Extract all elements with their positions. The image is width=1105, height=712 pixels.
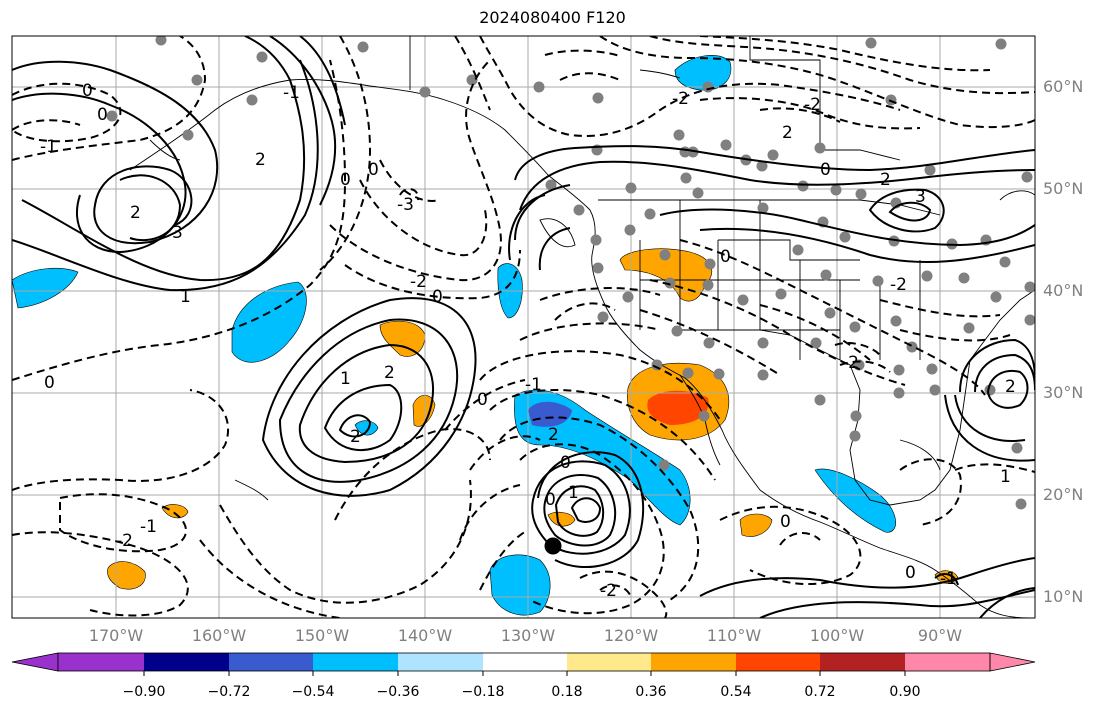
colorbar-tick-label: −0.54 — [291, 684, 335, 700]
pos-anomaly-blob — [107, 561, 146, 590]
neg-anomaly-blob — [354, 420, 379, 436]
colorbar-tick-label: 0.36 — [635, 684, 667, 700]
contour-label: 0 — [432, 287, 443, 307]
contour-label: 1 — [340, 369, 351, 389]
contour-label: -1 — [40, 137, 57, 157]
solid-contours — [12, 36, 1035, 618]
contour-label: 2 — [350, 427, 361, 447]
contour-label: -2 — [804, 95, 821, 115]
lon-label: 160°W — [191, 626, 247, 645]
lon-label: 90°W — [917, 626, 963, 645]
contour-label: -1 — [525, 375, 542, 395]
lon-label: 130°W — [500, 626, 556, 645]
colorbar-tick-label: 0.54 — [720, 684, 752, 700]
contour-label: 2 — [130, 203, 141, 223]
lat-label: 50°N — [1043, 179, 1084, 198]
colorbar-tick-label: −0.72 — [207, 684, 251, 700]
pos-anomaly-blob — [412, 394, 436, 427]
storm-center-marker — [544, 537, 562, 555]
map-frame — [11, 35, 1036, 619]
map-area — [12, 36, 1035, 618]
dashed-contours — [12, 36, 1035, 618]
contour-label: 2 — [548, 425, 559, 445]
contour-label: -2 — [116, 531, 133, 551]
contour-label: -2 — [672, 89, 689, 109]
lat-label: 10°N — [1043, 587, 1084, 606]
contour-label: -1 — [940, 569, 957, 589]
lon-label: 150°W — [294, 626, 350, 645]
colorbar-tick-label: −0.90 — [122, 684, 166, 700]
lat-label: 60°N — [1043, 77, 1084, 96]
contour-label: -2 — [410, 272, 427, 292]
contour-label: 3 — [915, 187, 926, 207]
contour-label: 3 — [172, 223, 183, 243]
contour-label: 0 — [340, 170, 351, 190]
colorbar-tick-label: −0.18 — [461, 684, 505, 700]
strong-pos-anomaly — [647, 390, 709, 425]
pos-anomaly-blob — [161, 504, 189, 519]
colorbar-tick-label: 0.90 — [889, 684, 921, 700]
colorbar-tick-label: −0.36 — [376, 684, 420, 700]
lat-label: 30°N — [1043, 383, 1084, 402]
contour-label: 0 — [97, 105, 108, 125]
map-title: 2024080400 F120 — [479, 8, 626, 27]
colorbar-tick-label: 0.72 — [804, 684, 836, 700]
contour-label: 2 — [880, 170, 891, 190]
contour-label: 0 — [477, 390, 488, 410]
contour-label: -2 — [890, 275, 907, 295]
contour-label: 0 — [905, 563, 916, 583]
contour-label: -1 — [283, 83, 300, 103]
contour-label: 0 — [545, 490, 556, 510]
coastlines — [129, 36, 1035, 618]
colorbar — [11, 652, 1036, 676]
contour-label: 0 — [820, 160, 831, 180]
pos-anomaly-blob — [739, 513, 773, 537]
contour-label: 1 — [180, 287, 191, 307]
neg-anomaly-blob — [12, 267, 79, 309]
contour-label: 0 — [368, 160, 379, 180]
lat-label: 40°N — [1043, 281, 1084, 300]
lon-label: 100°W — [809, 626, 865, 645]
lon-label: 170°W — [88, 626, 144, 645]
contour-label: 1 — [568, 483, 579, 503]
neg-anomaly-blob — [489, 554, 551, 616]
contour-label: -1 — [140, 517, 157, 537]
lon-label: 120°W — [603, 626, 659, 645]
neg-anomaly-blob — [814, 468, 896, 533]
lat-label: 20°N — [1043, 485, 1084, 504]
contour-label: 1 — [1000, 467, 1011, 487]
contour-label: 2 — [255, 150, 266, 170]
strong-neg-anomaly — [528, 401, 572, 427]
lon-label: 140°W — [397, 626, 453, 645]
contour-label: 2 — [1005, 377, 1016, 397]
contour-label: -2 — [600, 581, 617, 601]
graticule — [12, 36, 1035, 618]
contour-label: 2 — [384, 363, 395, 383]
contour-label: 2 — [782, 123, 793, 143]
contour-label: -3 — [397, 195, 414, 215]
contour-label: 0 — [44, 373, 55, 393]
lon-label: 110°W — [706, 626, 762, 645]
contour-label: 0 — [82, 81, 93, 101]
contour-label: 0 — [560, 453, 571, 473]
contour-label: 0 — [720, 247, 731, 267]
neg-anomaly-blob — [674, 55, 732, 91]
colorbar-tick-label: 0.18 — [551, 684, 583, 700]
contour-label: -2 — [842, 353, 859, 373]
contour-label: 0 — [780, 512, 791, 532]
